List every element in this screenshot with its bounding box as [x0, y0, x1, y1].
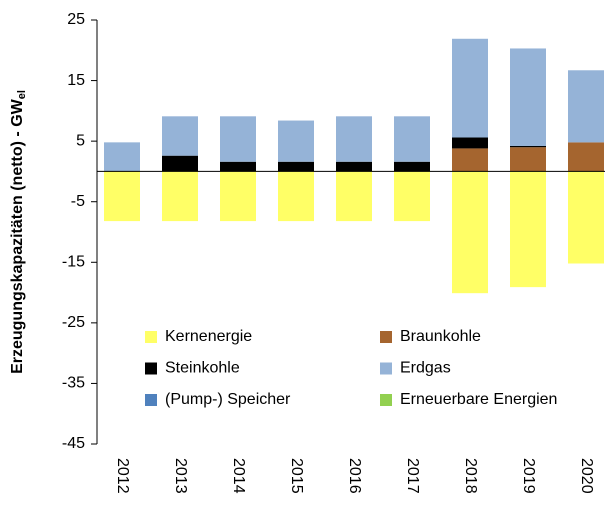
bar-segment — [394, 116, 430, 162]
bar-segment — [220, 171, 256, 222]
legend-swatch — [145, 394, 157, 406]
y-tick-label: -5 — [71, 193, 85, 210]
bar-segment — [278, 171, 314, 222]
legend-swatch — [145, 331, 157, 343]
y-axis-label: Erzeugungskapazitäten (netto) - GWel — [9, 90, 28, 374]
x-tick-label: 2020 — [578, 458, 595, 494]
bar-segment — [568, 142, 604, 172]
legend-swatch — [380, 331, 392, 343]
y-axis-label-sub: el — [16, 90, 28, 99]
bar-segment — [452, 148, 488, 172]
bar-segment — [278, 120, 314, 162]
bar-segment — [510, 171, 546, 288]
legend-swatch — [380, 394, 392, 406]
legend-label: Braunkohle — [400, 328, 481, 345]
y-tick-label: 25 — [67, 11, 85, 28]
legend-label: Erdgas — [400, 360, 451, 377]
x-tick-label: 2013 — [172, 458, 189, 494]
bar-segment — [452, 137, 488, 149]
x-tick-label: 2015 — [288, 458, 305, 494]
legend-label: Erneuerbare Energien — [400, 391, 557, 408]
bar-segment — [162, 155, 198, 172]
legend-swatch — [145, 362, 157, 375]
legend-label: (Pump-) Speicher — [165, 391, 291, 408]
x-tick-label: 2018 — [462, 458, 479, 494]
bar-segment — [220, 161, 256, 172]
legend-label: Steinkohle — [165, 360, 240, 377]
x-tick-label: 2017 — [404, 458, 421, 494]
x-tick-label: 2019 — [520, 458, 537, 494]
legend-label: Kernenergie — [165, 328, 252, 345]
bar-segment — [394, 161, 430, 172]
bar-segment — [220, 116, 256, 162]
y-axis-label-main: Erzeugungskapazitäten (netto) - GW — [9, 98, 26, 374]
bar-segment — [510, 147, 546, 172]
bar-segment — [162, 116, 198, 156]
y-tick-label: 5 — [76, 132, 85, 149]
bar-segment — [510, 145, 546, 148]
bar-segment — [452, 171, 488, 294]
bar-segment — [568, 70, 604, 143]
bar-segment — [394, 171, 430, 222]
bar-segment — [452, 38, 488, 138]
bar-segment — [336, 116, 372, 162]
y-tick-label: -45 — [62, 435, 85, 452]
x-tick-label: 2016 — [346, 458, 363, 494]
bar-segment — [336, 161, 372, 172]
bar-segment — [278, 161, 314, 172]
y-tick-label: -25 — [62, 314, 85, 331]
y-tick-label: -35 — [62, 375, 85, 392]
bar-segment — [104, 171, 140, 222]
x-tick-label: 2014 — [230, 458, 247, 494]
y-tick-label: -15 — [62, 254, 85, 271]
y-tick-label: 15 — [67, 72, 85, 89]
bar-segment — [336, 171, 372, 222]
legend-swatch — [380, 362, 392, 375]
bar-segment — [568, 171, 604, 264]
x-tick-label: 2012 — [114, 458, 131, 494]
bar-segment — [510, 48, 546, 146]
bar-segment — [104, 142, 140, 172]
bar-segment — [162, 171, 198, 222]
